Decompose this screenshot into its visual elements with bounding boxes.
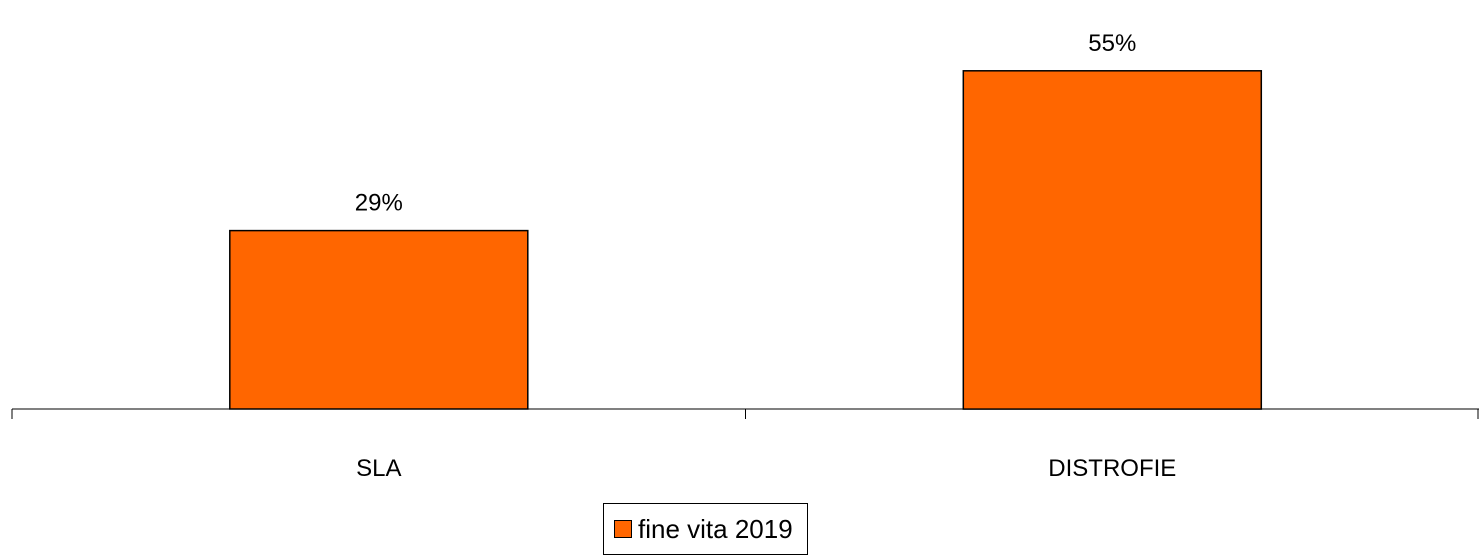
bar-distrofie — [962, 70, 1263, 410]
x-tick-label-distrofie: DISTROFIE — [1048, 455, 1176, 482]
data-labels-group: 29% 55% — [355, 30, 1137, 217]
x-tick-labels-group: SLA DISTROFIE — [356, 455, 1176, 482]
legend-swatch — [614, 520, 632, 538]
bars-group — [229, 70, 1263, 410]
data-label-sla: 29% — [355, 190, 403, 217]
legend: fine vita 2019 — [603, 503, 808, 555]
legend-label: fine vita 2019 — [638, 513, 793, 544]
x-tick-label-sla: SLA — [356, 455, 401, 482]
bar-sla — [229, 229, 529, 410]
x-axis — [11, 408, 1479, 419]
data-label-distrofie: 55% — [1088, 30, 1136, 57]
